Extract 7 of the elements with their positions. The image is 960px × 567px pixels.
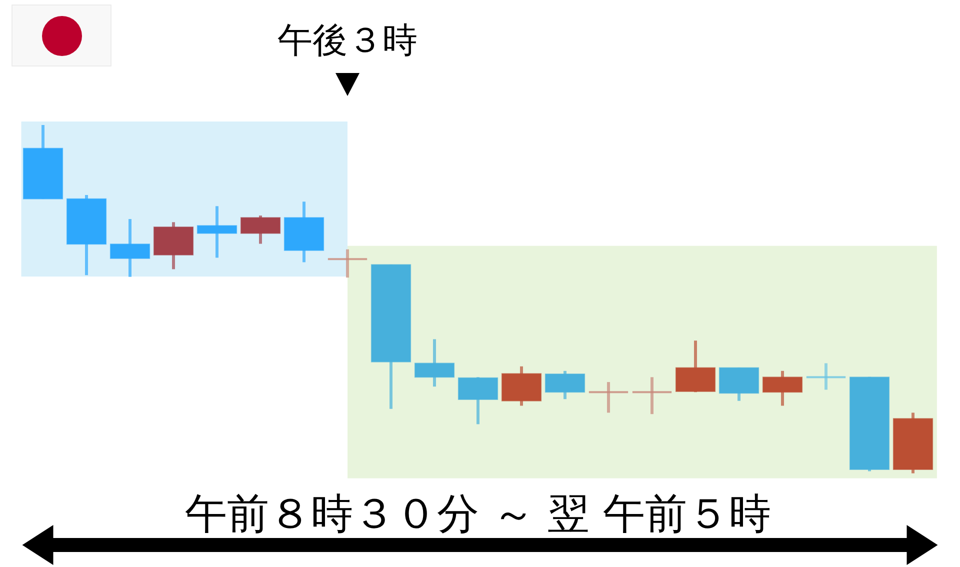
- candlestick: [328, 249, 368, 278]
- candlestick: [806, 363, 846, 390]
- x-axis-title: 午前８時３０分 ～ 翌 午前５時: [184, 489, 772, 538]
- text: 午後３時: [278, 21, 418, 61]
- candlestick: [588, 382, 628, 413]
- candlestick: [632, 377, 672, 414]
- candlestick: [196, 206, 238, 258]
